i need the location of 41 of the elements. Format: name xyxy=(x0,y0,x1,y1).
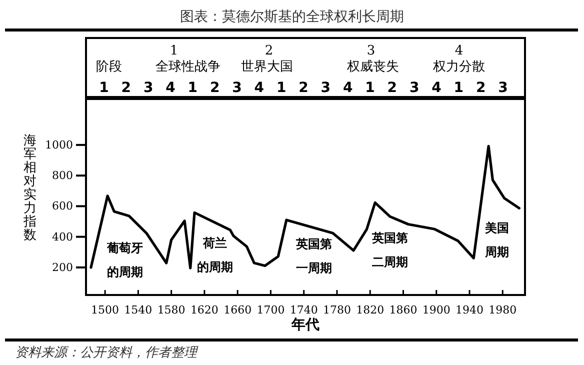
text: 4 xyxy=(454,44,464,58)
annotation: 葡萄牙的周期 xyxy=(106,241,143,279)
y-tick-label: 200 xyxy=(52,260,73,274)
text: 1 2 3 4 1 2 3 4 1 2 3 4 1 2 3 xyxy=(188,80,508,96)
text: 1 xyxy=(99,80,109,96)
x-tick-label: 1780 xyxy=(322,304,351,316)
text: 4 xyxy=(166,80,176,96)
x-axis-title: 年代 xyxy=(290,317,320,333)
text: 资料来源：公开资料，作者整理 xyxy=(15,346,199,360)
text: 世界大国 xyxy=(241,60,293,74)
text: 阶段 xyxy=(96,60,122,74)
x-tick-label: 1660 xyxy=(224,304,252,316)
text: 2 xyxy=(264,44,274,58)
x-tick-label: 1980 xyxy=(488,304,517,316)
annotation: 英国第二周期 xyxy=(371,231,408,269)
y-tick-label: 400 xyxy=(52,230,73,244)
text: 1 xyxy=(170,44,178,58)
x-tick-label: 1740 xyxy=(290,304,318,316)
y-tick-label: 600 xyxy=(52,200,73,213)
text: 全球性战争 xyxy=(156,60,220,74)
x-tick-label: 1620 xyxy=(190,304,218,316)
annotation: 荷兰的周期 xyxy=(197,236,233,274)
text: 权力分散 xyxy=(432,60,485,74)
x-tick-label: 1940 xyxy=(456,304,484,316)
chart-title: 图表：莫德尔斯基的全球权利长周期 xyxy=(180,9,404,25)
text: 2 xyxy=(121,80,132,96)
x-tick-label: 1860 xyxy=(389,304,418,316)
y-axis-title: 海军相对实力指数 xyxy=(22,134,36,243)
text: 3 xyxy=(143,80,154,96)
x-tick-label: 1540 xyxy=(124,304,152,316)
x-tick-label: 1820 xyxy=(356,304,384,316)
y-tick-label: 1000 xyxy=(45,138,73,152)
x-tick-label: 1500 xyxy=(91,304,120,316)
x-tick-label: 1900 xyxy=(422,304,450,316)
text: 权威丧失 xyxy=(346,60,399,74)
annotation: 英国第一周期 xyxy=(295,237,332,275)
annotation: 美国周期 xyxy=(484,221,509,259)
x-tick-label: 1580 xyxy=(157,304,186,316)
text: 3 xyxy=(366,44,376,58)
y-tick-label: 800 xyxy=(52,169,73,182)
x-tick-label: 1700 xyxy=(256,304,285,316)
